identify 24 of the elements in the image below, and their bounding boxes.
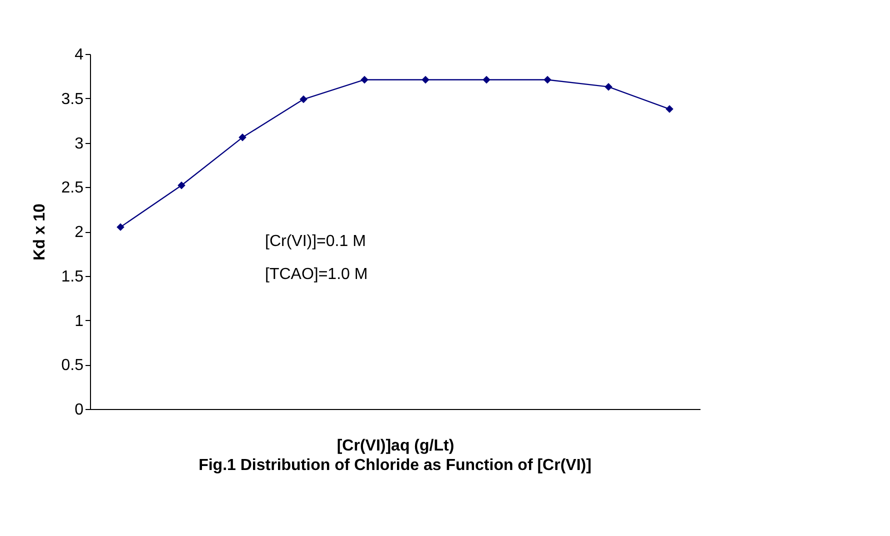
point bbox=[238, 134, 246, 142]
point bbox=[482, 76, 490, 84]
y-tick-label: 1.5 bbox=[61, 268, 84, 286]
x-axis-title: [Cr(VI)]aq (g/Lt) bbox=[336, 438, 454, 454]
point bbox=[300, 95, 308, 104]
y-tick-label: 3.5 bbox=[61, 90, 84, 108]
annotation: [Cr(VI)]=0.1 M bbox=[265, 233, 366, 250]
y-tick-label: 1 bbox=[74, 312, 84, 330]
annotation: [TCAO]=1.0 M bbox=[265, 266, 368, 283]
y-tick-label: 2.5 bbox=[61, 180, 84, 197]
point bbox=[178, 181, 186, 190]
y-tick-label: 3 bbox=[74, 135, 84, 152]
y-tick-label: 0.5 bbox=[61, 357, 84, 374]
y-tick-label: 0 bbox=[74, 402, 84, 418]
point bbox=[422, 76, 430, 84]
text: Fig.1 Distribution of Chloride as Function of [Cr(VI)] bbox=[198, 457, 592, 474]
point bbox=[360, 76, 368, 84]
point bbox=[604, 82, 612, 91]
y-axis-title: Kd x 10 bbox=[31, 203, 48, 260]
point bbox=[116, 223, 124, 231]
point bbox=[544, 76, 552, 84]
y-tick-label: 4 bbox=[74, 46, 84, 64]
y-tick-label: 2 bbox=[74, 224, 84, 241]
point bbox=[666, 105, 674, 113]
